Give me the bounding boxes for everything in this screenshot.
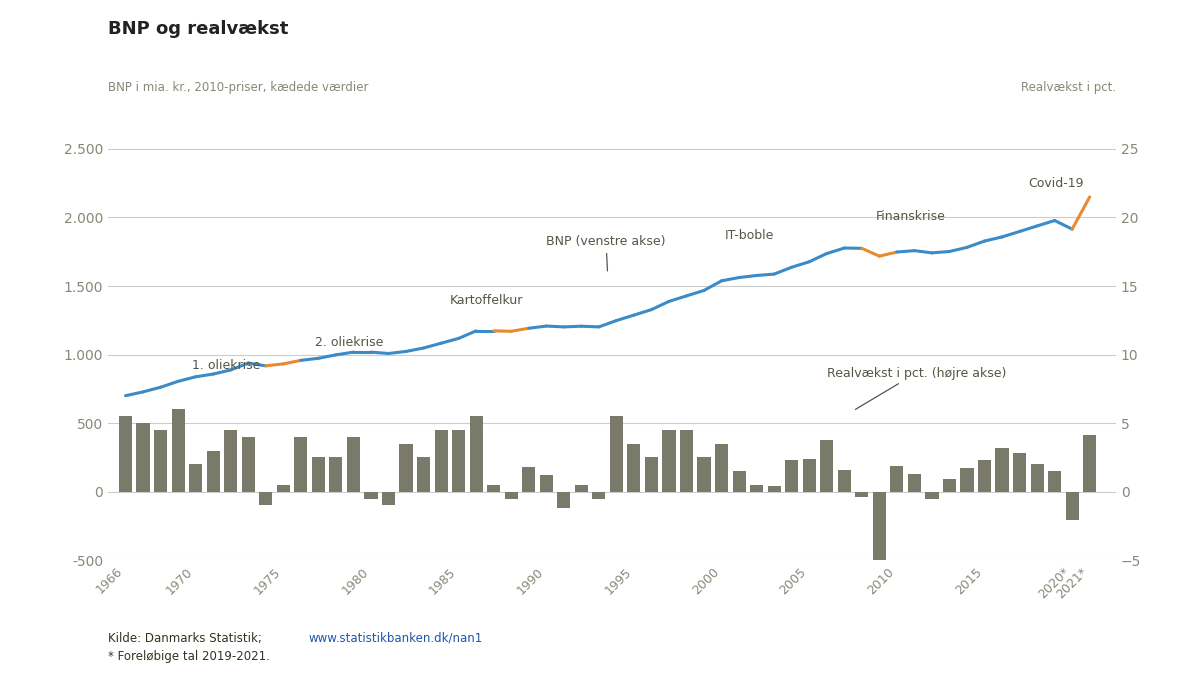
Text: IT-boble: IT-boble [725,230,774,242]
Bar [206,451,220,491]
Bar [925,491,938,499]
Bar [1031,464,1044,491]
Bar [259,491,272,506]
Text: BNP i mia. kr., 2010-priser, kædede værdier: BNP i mia. kr., 2010-priser, kædede værd… [108,82,368,95]
Bar [872,491,886,562]
Bar [610,416,623,491]
Bar [960,468,973,491]
Bar [785,460,798,491]
Bar [838,470,851,491]
Bar [803,459,816,491]
Bar [715,443,728,491]
Bar [820,439,833,491]
Bar [697,458,710,491]
Bar [452,430,466,491]
Bar [1013,454,1026,491]
Text: www.statistikbanken.dk/nan1: www.statistikbanken.dk/nan1 [308,632,484,645]
Text: Covid-19: Covid-19 [1028,177,1084,190]
Bar [996,448,1009,491]
Text: Kilde: Danmarks Statistik;: Kilde: Danmarks Statistik; [108,632,265,645]
Text: * Foreløbige tal 2019-2021.: * Foreløbige tal 2019-2021. [108,650,270,663]
Bar [241,437,254,491]
Bar [400,443,413,491]
Bar [732,471,745,491]
Bar [522,467,535,491]
Bar [137,423,150,491]
Bar [382,491,395,506]
Bar [557,491,570,508]
Bar [347,437,360,491]
Bar [1066,491,1079,520]
Bar [277,485,290,491]
Bar [487,485,500,491]
Bar [908,474,920,491]
Bar [154,430,167,491]
Text: 1. oliekrise: 1. oliekrise [192,359,260,372]
Bar [662,430,676,491]
Bar [469,416,482,491]
Bar [224,430,238,491]
Bar [856,491,869,497]
Bar [680,430,694,491]
Bar [1048,471,1061,491]
Text: Kartoffelkur: Kartoffelkur [450,294,523,307]
Bar [890,466,904,491]
Bar [628,443,641,491]
Text: Realvækst i pct.: Realvækst i pct. [1021,82,1116,95]
Text: Realvækst i pct. (højre akse): Realvækst i pct. (højre akse) [827,367,1006,409]
Bar [540,475,553,491]
Bar [434,430,448,491]
Text: 2. oliekrise: 2. oliekrise [314,335,383,349]
Bar [119,416,132,491]
Bar [750,485,763,491]
Bar [768,486,781,491]
Bar [294,437,307,491]
Bar [1084,435,1097,491]
Text: BNP (venstre akse): BNP (venstre akse) [546,235,666,271]
Bar [593,491,606,499]
Bar [365,491,378,499]
Bar [978,460,991,491]
Text: BNP og realvækst: BNP og realvækst [108,20,288,38]
Bar [644,458,658,491]
Bar [172,410,185,491]
Bar [416,458,430,491]
Bar [575,485,588,491]
Bar [190,464,203,491]
Text: Finanskrise: Finanskrise [876,210,946,223]
Bar [943,479,956,491]
Bar [329,458,342,491]
Bar [312,458,325,491]
Bar [505,491,517,499]
